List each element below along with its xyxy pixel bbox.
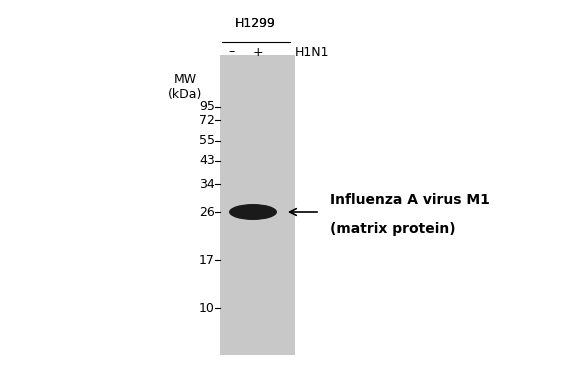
Text: 26: 26 — [199, 206, 215, 218]
Text: Influenza A virus M1: Influenza A virus M1 — [330, 193, 490, 207]
Text: 43: 43 — [199, 155, 215, 167]
Text: +: + — [253, 45, 263, 59]
Text: (matrix protein): (matrix protein) — [330, 222, 456, 236]
Text: H1N1: H1N1 — [295, 45, 329, 59]
Text: 95: 95 — [199, 101, 215, 113]
Text: 55: 55 — [199, 135, 215, 147]
Ellipse shape — [229, 204, 277, 220]
Text: H1299: H1299 — [235, 17, 275, 30]
Text: 10: 10 — [199, 302, 215, 314]
Text: 72: 72 — [199, 113, 215, 127]
Text: MW
(kDa): MW (kDa) — [168, 73, 202, 101]
Text: H1299: H1299 — [235, 17, 275, 30]
Bar — [220, 55, 295, 355]
Text: –: – — [229, 45, 235, 59]
Text: 34: 34 — [199, 178, 215, 191]
Text: 17: 17 — [199, 254, 215, 266]
